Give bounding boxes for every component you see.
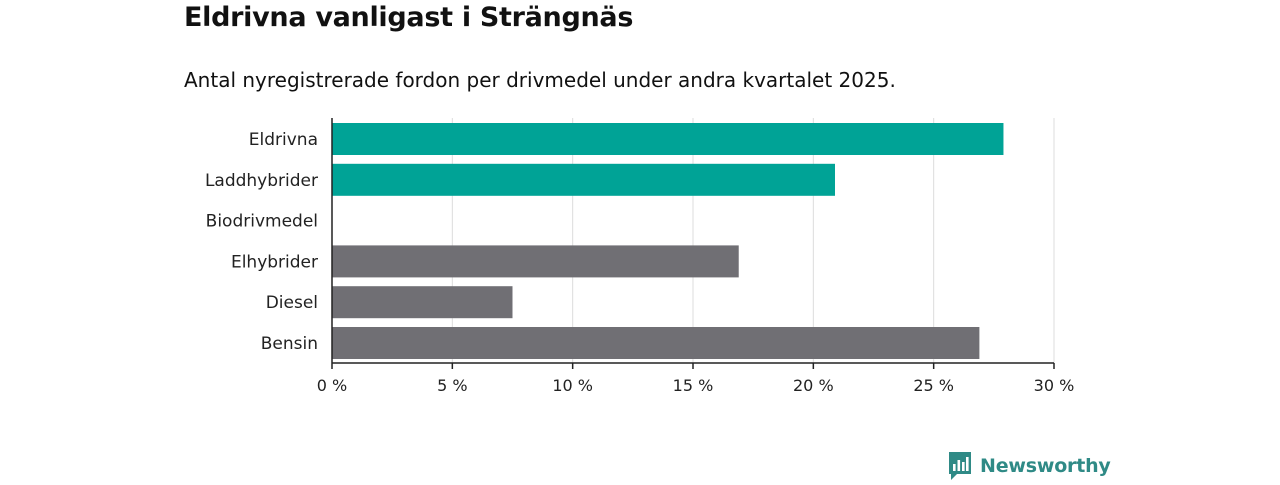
x-axis: 0 % 5 % 10 % 15 % 20 % 25 % 30 % — [317, 118, 1075, 395]
category-label-diesel: Diesel — [266, 293, 318, 313]
bars — [332, 123, 1004, 359]
category-label-biodrivmedel: Biodrivmedel — [206, 212, 318, 232]
x-tick-label-3: 15 % — [673, 376, 714, 395]
category-label-bensin: Bensin — [261, 334, 318, 354]
x-tick-label-2: 10 % — [552, 376, 593, 395]
x-tick-label-0: 0 % — [317, 376, 347, 395]
bar-diesel — [332, 286, 513, 319]
category-labels: Eldrivna Laddhybrider Biodrivmedel Elhybrid… — [205, 130, 318, 354]
x-tick-label-1: 5 % — [437, 376, 467, 395]
newsworthy-logo[interactable]: Newsworthy — [948, 451, 1111, 481]
category-label-laddhybrider: Laddhybrider — [205, 171, 318, 191]
x-tick-label-5: 25 % — [913, 376, 954, 395]
chart-title: Eldrivna vanligast i Strängnäs — [184, 2, 634, 33]
grid-lines — [451, 118, 1055, 363]
bar-eldrivna — [332, 123, 1004, 155]
newsworthy-logo-icon — [948, 451, 972, 481]
bar-elhybrider — [332, 245, 739, 278]
x-tick-label-6: 30 % — [1034, 376, 1075, 395]
bar-laddhybrider — [332, 163, 835, 196]
x-tick-label-4: 20 % — [793, 376, 834, 395]
chart-subtitle: Antal nyregistrerade fordon per drivmede… — [184, 68, 896, 92]
category-label-eldrivna: Eldrivna — [249, 130, 318, 150]
newsworthy-logo-text: Newsworthy — [980, 455, 1111, 477]
category-label-elhybrider: Elhybrider — [231, 252, 318, 272]
bar-bensin — [332, 327, 980, 359]
